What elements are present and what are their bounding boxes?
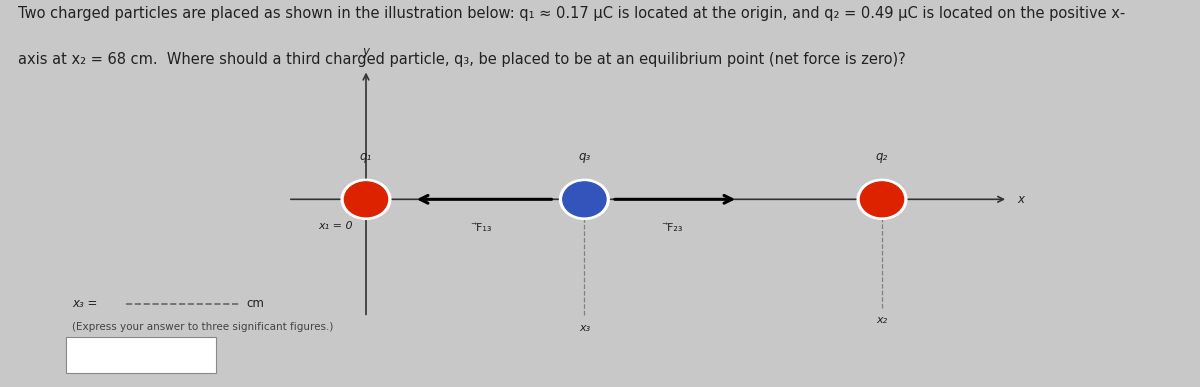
Text: x: x <box>1018 193 1025 206</box>
Ellipse shape <box>563 182 606 217</box>
Text: x₃ =: x₃ = <box>72 297 97 310</box>
Ellipse shape <box>559 179 610 219</box>
Text: ⃗F₂₃: ⃗F₂₃ <box>667 223 683 233</box>
Ellipse shape <box>857 179 907 219</box>
Text: q₃: q₃ <box>578 149 590 163</box>
FancyBboxPatch shape <box>66 337 216 373</box>
Ellipse shape <box>341 179 391 219</box>
Text: x₁ = 0: x₁ = 0 <box>319 221 353 231</box>
Text: axis at x₂ = 68 cm.  Where should a third charged particle, q₃, be placed to be : axis at x₂ = 68 cm. Where should a third… <box>18 52 906 67</box>
Ellipse shape <box>860 182 904 217</box>
Ellipse shape <box>344 182 388 217</box>
Text: Two charged particles are placed as shown in the illustration below: q₁ ≈ 0.17 μ: Two charged particles are placed as show… <box>18 6 1126 21</box>
Text: y: y <box>362 45 370 58</box>
Text: ⃗F₁₃: ⃗F₁₃ <box>476 223 492 233</box>
Text: cm: cm <box>246 297 264 310</box>
Text: q₂: q₂ <box>876 149 888 163</box>
Text: q₁: q₁ <box>360 149 372 163</box>
Text: (Express your answer to three significant figures.): (Express your answer to three significan… <box>72 322 334 332</box>
Text: x₂: x₂ <box>876 315 888 325</box>
Text: x₃: x₃ <box>578 323 590 333</box>
